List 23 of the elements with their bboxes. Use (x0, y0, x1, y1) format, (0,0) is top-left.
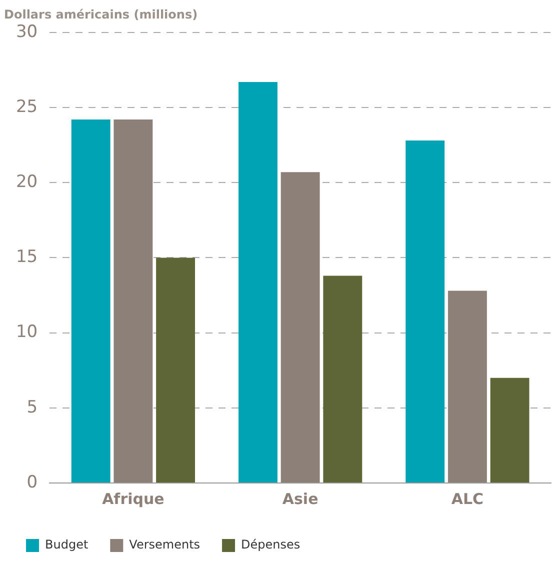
y-tick-label: 25 (16, 96, 38, 117)
bar (114, 120, 153, 482)
legend-label: Versements (129, 538, 200, 552)
bar (238, 82, 278, 482)
y-axis-title: Dollars américains (millions) (4, 7, 198, 22)
y-tick-label: 5 (26, 397, 38, 418)
y-tick-label: 30 (16, 22, 38, 42)
bar (448, 290, 487, 482)
y-tick-label: 20 (16, 172, 38, 192)
bar (280, 172, 320, 482)
bar (490, 378, 530, 482)
bar (323, 276, 362, 482)
bar (406, 140, 445, 482)
legend-label: Budget (45, 538, 88, 552)
x-tick-label: ALC (451, 490, 484, 508)
y-tick-label: 0 (26, 472, 38, 492)
x-tick-label: Asie (282, 490, 318, 508)
y-tick-label: 15 (16, 247, 38, 268)
y-tick-label: 10 (16, 322, 38, 342)
bar (71, 120, 110, 482)
x-tick-label: Afrique (102, 490, 164, 508)
bar (156, 258, 196, 482)
legend-label: Dépenses (241, 538, 300, 552)
